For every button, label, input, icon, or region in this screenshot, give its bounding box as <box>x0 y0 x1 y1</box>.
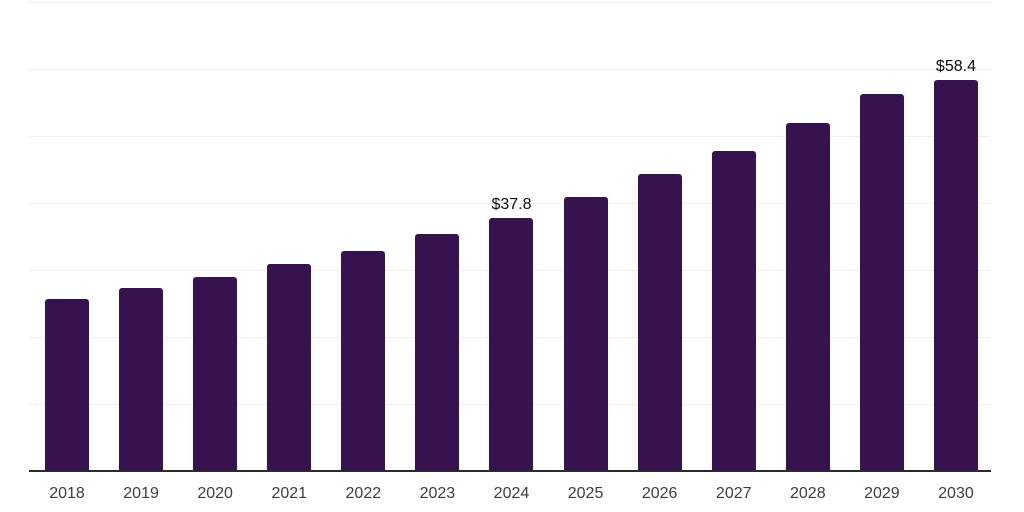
bar-2025[interactable] <box>563 196 608 471</box>
gridline <box>29 136 991 137</box>
bar-2022[interactable] <box>341 251 386 471</box>
x-tick-label-2019: 2019 <box>123 485 159 502</box>
x-tick-label-2026: 2026 <box>641 485 678 502</box>
bar-2024[interactable] <box>489 217 534 471</box>
x-tick-label-2024: 2024 <box>493 485 530 502</box>
gridline <box>29 2 991 3</box>
bar-2018[interactable] <box>45 299 89 471</box>
bar-value-label-2024: $37.8 <box>491 195 532 213</box>
bar-2021[interactable] <box>267 263 312 471</box>
gridline <box>29 203 991 204</box>
bar-2023[interactable] <box>415 234 460 471</box>
x-tick-label-2018: 2018 <box>49 485 85 502</box>
bar-2029[interactable] <box>859 93 904 471</box>
bar-2028[interactable] <box>785 123 830 471</box>
x-axis-line <box>29 470 991 472</box>
x-tick-label-2027: 2027 <box>715 485 752 502</box>
x-tick-label-2029: 2029 <box>864 485 900 502</box>
x-tick-label-2028: 2028 <box>790 485 826 502</box>
bar-2030[interactable] <box>933 79 978 471</box>
x-tick-label-2030: 2030 <box>938 485 974 502</box>
x-tick-label-2025: 2025 <box>567 485 604 502</box>
bar-value-label-2030: $58.4 <box>935 57 976 75</box>
bar-2020[interactable] <box>193 276 238 471</box>
x-tick-label-2023: 2023 <box>419 485 456 502</box>
bar-2027[interactable] <box>711 150 756 471</box>
bar-2026[interactable] <box>637 174 682 471</box>
x-tick-label-2022: 2022 <box>345 485 382 502</box>
x-tick-label-2021: 2021 <box>271 485 308 502</box>
gridline <box>29 69 991 70</box>
x-tick-label-2020: 2020 <box>197 485 233 502</box>
bar-2019[interactable] <box>119 288 164 471</box>
